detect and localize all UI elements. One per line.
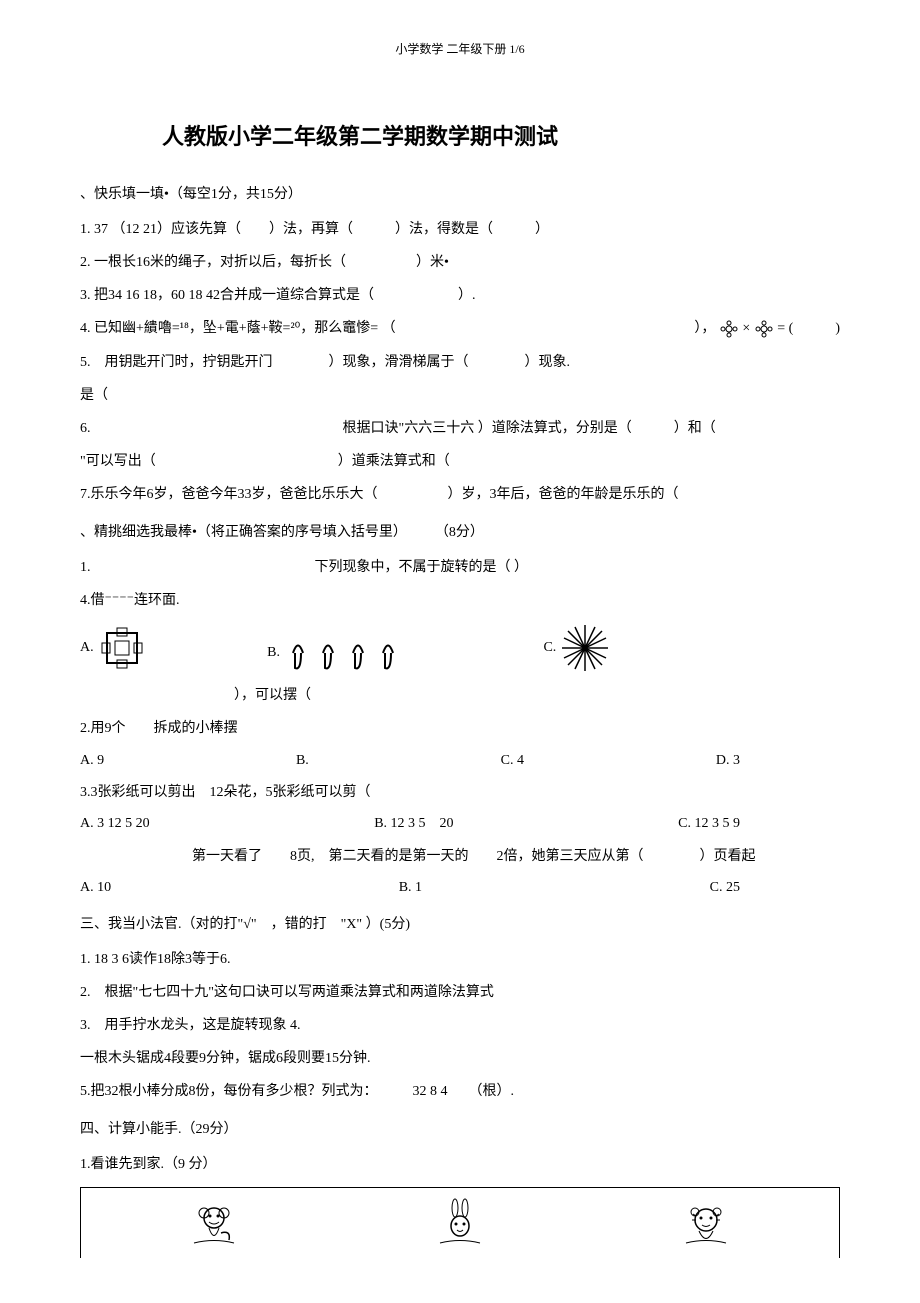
s2-q2-a: A. 9 (80, 750, 104, 772)
option-c-wrapper: C. (543, 623, 609, 673)
tiger-icon (681, 1198, 731, 1248)
animals-row (80, 1187, 840, 1258)
page-header: 小学数学 二年级下册 1/6 (80, 40, 840, 59)
s1-q6: 6. 根据口诀"六六三十六 ）道除法算式，分别是（ ）和（ (80, 416, 840, 441)
s4-q1: 1.看谁先到家.（9 分） (80, 1152, 840, 1177)
s2-q4-a: A. 10 (80, 877, 111, 899)
pattern-a-icon (97, 623, 147, 673)
s2-q4-c: C. 25 (710, 877, 740, 899)
pattern-b-icon (283, 633, 423, 673)
option-a-wrapper: A. (80, 623, 147, 673)
option-c-label: C. (543, 640, 556, 655)
s3-q3: 3. 用手拧水龙头，这是旋转现象 4. (80, 1013, 840, 1038)
s2-q2: 2.用9个 拆成的小棒摆 (80, 716, 840, 741)
s1-q5-2: 是（ (80, 383, 840, 408)
s2-q4-options: A. 10 B. 1 C. 25 (80, 877, 840, 899)
s3-q3-2: 一根木头锯成4段要9分钟，锯成6段则要15分钟. (80, 1046, 840, 1071)
starburst-icon (560, 623, 610, 673)
s2-q3-a: A. 3 12 5 20 (80, 813, 150, 835)
s2-q3-c: C. 12 3 5 9 (678, 813, 740, 835)
s2-q3-b: B. 12 3 5 20 (374, 813, 453, 835)
s2-q1-note: 4.借⁻⁻⁻⁻连环面. (80, 588, 840, 613)
option-b-label: B. (267, 645, 280, 660)
s2-q2-options: A. 9 B. C. 4 D. 3 (80, 750, 840, 772)
s1-q2: 2. 一根长16米的绳子，对折以后，每折长（ ）米• (80, 250, 840, 275)
exam-title: 人教版小学二年级第二学期数学期中测试 (80, 119, 840, 154)
section1-header: 、快乐填一填•（每空1分，共15分） (80, 184, 840, 206)
s1-q1: 1. 37 （12 21）应该先算（ ）法，再算（ ）法，得数是（ ） (80, 217, 840, 242)
section3-header: 三、我当小法官.（对的打"√" ，错的打 "X" ）(5分) (80, 914, 840, 936)
s3-q2: 2. 根据"七七四十九"这句口诀可以写两道乘法算式和两道除法算式 (80, 980, 840, 1005)
s1-q4: 4. 已知幽+繢嚕=¹⁸，坠+電+蔭+鞍=²⁰，那么竈惨= （ ）， × = (… (80, 316, 840, 341)
rabbit-icon (435, 1198, 485, 1248)
s1-q7: 7.乐乐今年6岁，爸爸今年33岁，爸爸比乐乐大（ ）岁，3年后，爸爸的年龄是乐乐… (80, 482, 840, 507)
s1-q4-extra: ）， × = ( ) (694, 316, 840, 341)
s2-q3: 3.3张彩纸可以剪出 12朵花，5张彩纸可以剪（ (80, 780, 840, 805)
s3-q1: 1. 18 3 6读作18除3等于6. (80, 947, 840, 972)
option-a-label: A. (80, 640, 94, 655)
s1-q4-text: 4. 已知幽+繢嚕=¹⁸，坠+電+蔭+鞍=²⁰，那么竈惨= （ (80, 316, 396, 341)
s1-q6-2: "可以写出（ ）道乘法算式和（ (80, 449, 840, 474)
s1-q5: 5. 用钥匙开门时，拧钥匙开门 ）现象，滑滑梯属于（ ）现象. (80, 350, 840, 375)
s2-q1-options: A. B. C. (80, 623, 840, 673)
s2-q2-b: B. (296, 750, 309, 772)
flower-icon (719, 319, 739, 339)
s2-q1: 1. 下列现象中，不属于旋转的是（ ） (80, 555, 840, 580)
s2-q4-b: B. 1 (399, 877, 422, 899)
s2-q4: 第一天看了 8页, 第二天看的是第一天的 2倍，她第三天应从第（ ）页看起 (80, 844, 840, 869)
s3-q5: 5.把32根小棒分成8份，每份有多少根？列式为： 32 8 4 （根）. (80, 1079, 840, 1104)
flower-icon-2 (754, 319, 774, 339)
monkey-icon (189, 1198, 239, 1248)
s2-q2-pre: ），可以摆（ (80, 683, 840, 708)
s2-q3-options: A. 3 12 5 20 B. 12 3 5 20 C. 12 3 5 9 (80, 813, 840, 835)
option-b-wrapper: B. (267, 633, 423, 673)
s2-q2-c: C. 4 (501, 750, 524, 772)
section2-header: 、精挑细选我最棒•（将正确答案的序号填入括号里） （8分） (80, 522, 840, 544)
section4-header: 四、计算小能手.（29分） (80, 1119, 840, 1141)
s1-q3: 3. 把34 16 18，60 18 42合并成一道综合算式是（ ）. (80, 283, 840, 308)
s2-q2-d: D. 3 (716, 750, 740, 772)
